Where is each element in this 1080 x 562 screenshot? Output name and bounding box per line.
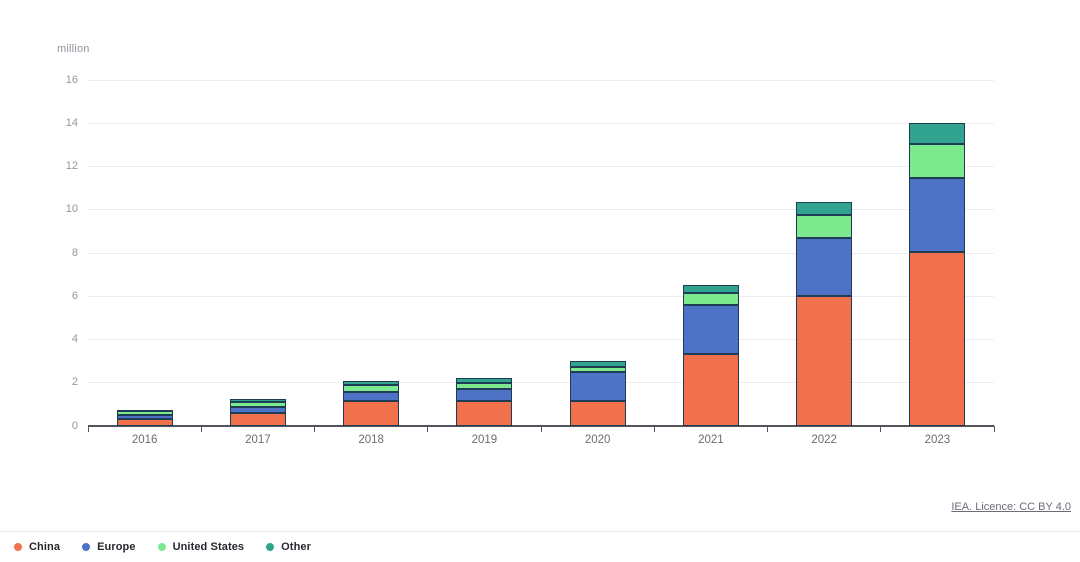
gridline-y-6 [88,295,994,297]
bar-segment-other-2016[interactable] [116,409,173,412]
bar-segment-united-states-2021[interactable] [682,293,739,305]
x-axis-tick [993,426,995,432]
x-axis-label-2020: 2020 [584,434,611,446]
x-axis-tick [653,426,655,432]
y-axis-tick-2: 2 [71,376,78,389]
bar-segment-other-2017[interactable] [229,398,286,402]
x-axis-label-2023: 2023 [924,434,951,446]
bar-segment-china-2016[interactable] [116,419,173,426]
legend-label-china: China [29,541,61,553]
legend-divider [0,531,1080,532]
bar-segment-europe-2016[interactable] [116,414,173,420]
x-axis-tick [767,426,768,432]
x-axis-tick [540,426,542,432]
gridline-y-10 [88,209,994,211]
y-axis-tick-4: 4 [71,333,78,345]
bar-segment-united-states-2020[interactable] [569,366,626,372]
bar-segment-united-states-2019[interactable] [456,382,513,390]
bar-segment-other-2018[interactable] [343,380,400,385]
gridline-y-12 [88,166,994,167]
bar-segment-europe-2019[interactable] [456,389,513,402]
y-axis-unit-label: million [57,43,90,55]
legend-label-europe: Europe [97,541,136,553]
bar-segment-united-states-2017[interactable] [229,401,286,407]
bar-segment-other-2020[interactable] [569,361,626,367]
bar-segment-europe-2018[interactable] [343,392,400,402]
bar-segment-china-2019[interactable] [456,401,513,426]
x-axis-tick [314,426,315,432]
gridline-y-16 [88,79,994,81]
bar-segment-other-2021[interactable] [682,285,739,293]
x-axis-tick [880,426,882,432]
legend-item-other[interactable]: Other [266,541,311,553]
x-axis-tick [87,426,89,432]
gridline-y-2 [88,382,994,384]
bar-segment-united-states-2023[interactable] [909,143,966,179]
chart-legend: China Europe United States Other [14,541,311,553]
legend-label-other: Other [281,541,311,553]
y-axis-tick-0: 0 [71,419,78,432]
bar-segment-china-2022[interactable] [796,296,853,426]
bar-segment-europe-2021[interactable] [682,304,739,354]
y-axis-tick-6: 6 [71,289,78,302]
bar-segment-china-2017[interactable] [229,413,286,426]
legend-label-united-states: United States [172,541,245,553]
bar-segment-china-2020[interactable] [569,401,626,426]
legend-dot-europe [82,543,91,551]
legend-item-europe[interactable]: Europe [82,541,136,553]
gridline-y-4 [88,339,994,340]
bar-segment-other-2019[interactable] [456,378,513,383]
bar-segment-china-2018[interactable] [343,401,400,426]
bar-segment-europe-2017[interactable] [229,406,286,414]
legend-item-china[interactable]: China [14,541,60,553]
y-axis-tick-16: 16 [65,73,78,86]
gridline-y-14 [88,122,994,124]
bar-segment-china-2021[interactable] [682,353,739,426]
y-axis-tick-10: 10 [65,203,78,216]
bar-segment-china-2023[interactable] [909,251,966,426]
x-axis-label-2022: 2022 [811,434,837,446]
legend-dot-china [14,543,22,551]
x-axis-label-2016: 2016 [131,434,158,446]
x-axis-tick [427,426,429,432]
bar-segment-united-states-2022[interactable] [796,215,853,238]
legend-dot-united-states [157,543,166,551]
legend-dot-other [266,543,275,551]
y-axis-tick-14: 14 [65,116,78,129]
bar-segment-europe-2023[interactable] [909,178,966,252]
gridline-y-8 [88,252,994,254]
bar-segment-europe-2022[interactable] [796,237,853,297]
x-axis-label-2018: 2018 [358,434,384,446]
bar-segment-united-states-2016[interactable] [116,411,173,415]
bar-segment-united-states-2018[interactable] [343,384,400,393]
bar-segment-europe-2020[interactable] [569,371,626,402]
x-axis-label-2021: 2021 [698,434,724,446]
x-axis-label-2017: 2017 [245,434,271,446]
y-axis-tick-12: 12 [65,160,78,172]
license-link[interactable]: IEA. Licence: CC BY 4.0 [951,501,1071,513]
legend-item-united-states[interactable]: United States [157,541,245,553]
bar-segment-other-2022[interactable] [796,202,853,216]
x-axis-tick [200,426,202,432]
bar-segment-other-2023[interactable] [909,123,966,144]
x-axis-label-2019: 2019 [471,434,498,446]
y-axis-tick-8: 8 [71,246,78,259]
